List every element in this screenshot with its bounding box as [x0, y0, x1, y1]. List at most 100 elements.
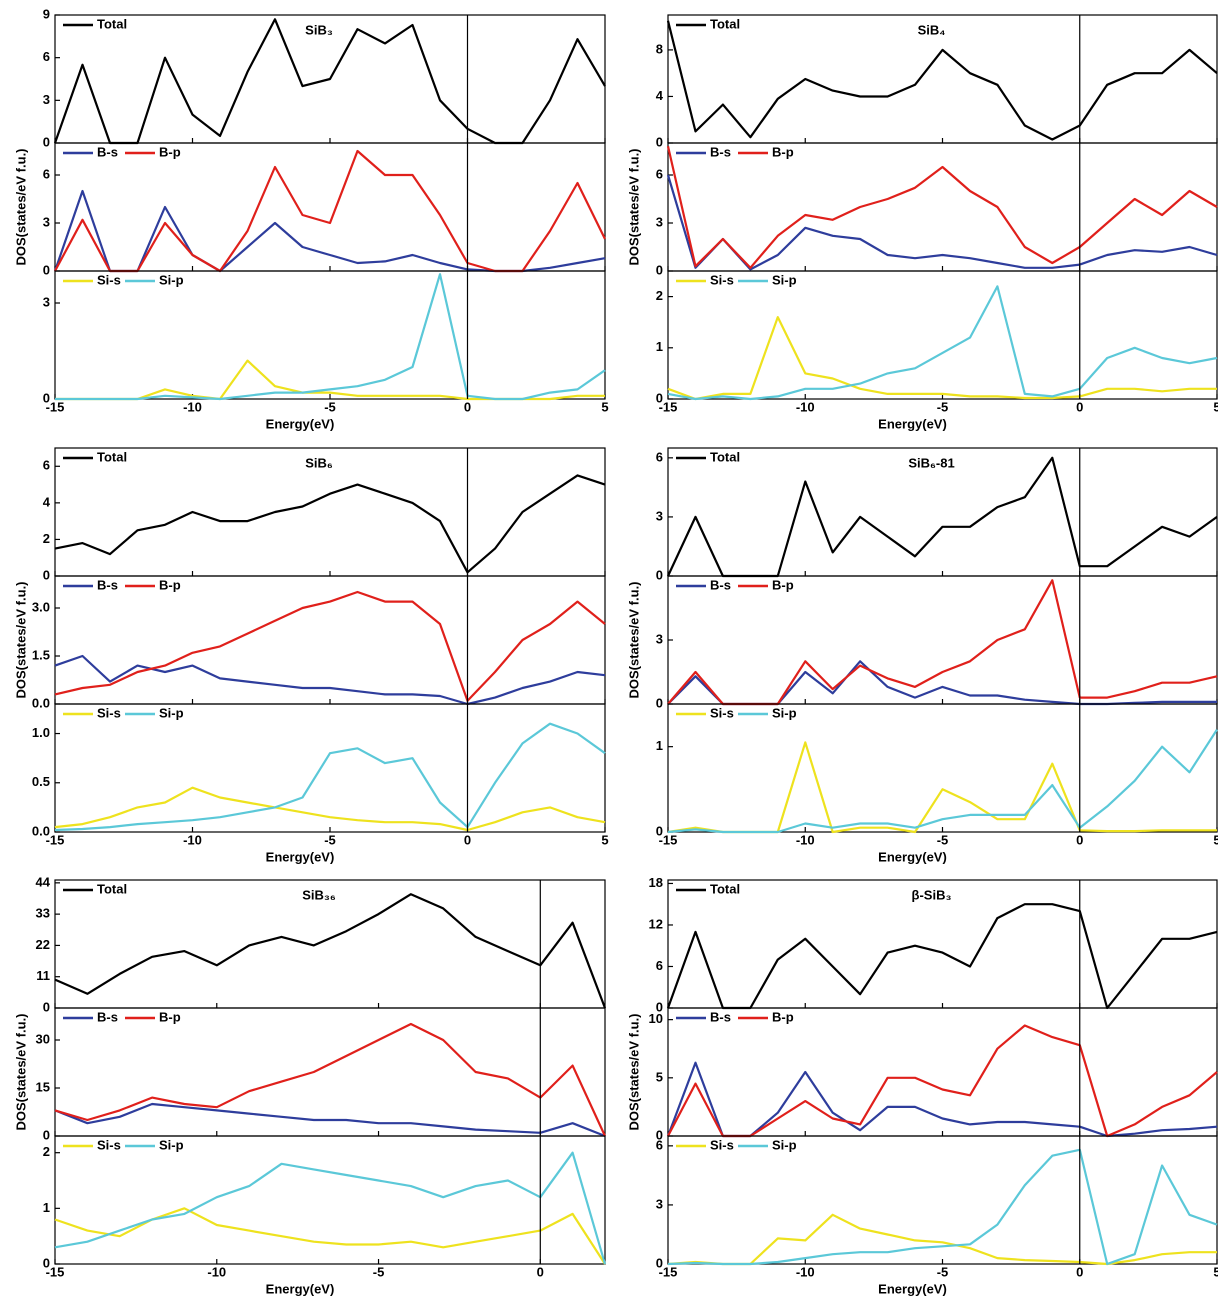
- plot-frame: [54, 142, 606, 272]
- y-tick-label: 9: [43, 6, 50, 21]
- y-axis-label: DOS(states/eV f.u.): [13, 1013, 28, 1130]
- x-tick-label: -10: [796, 832, 815, 847]
- dos-line: [667, 316, 1217, 401]
- y-tick-label: 0: [656, 134, 663, 149]
- x-tick-label: -5: [373, 1264, 385, 1279]
- x-tick-label: 0: [1076, 832, 1083, 847]
- legend-label: Si-s: [97, 1137, 121, 1152]
- y-tick-label: 3: [43, 294, 50, 309]
- legend-label: B-p: [159, 1009, 181, 1024]
- x-tick-label: -10: [207, 1264, 226, 1279]
- x-tick-label: 5: [601, 832, 608, 847]
- x-tick-label: -5: [937, 399, 949, 414]
- legend-label: Total: [710, 449, 740, 464]
- y-tick-label: 2: [656, 288, 663, 303]
- y-tick-label: 44: [36, 874, 51, 889]
- x-tick-label: 0: [464, 832, 471, 847]
- y-tick-label: 3: [656, 631, 663, 646]
- legend-label: Si-p: [159, 272, 184, 287]
- dos-line: [54, 893, 607, 1009]
- dos-line: [54, 1102, 606, 1138]
- chart-title: β-SiB₃: [912, 887, 952, 902]
- legend-label: B-p: [772, 144, 794, 159]
- plot-frame: [667, 1007, 1218, 1137]
- x-tick-label: -5: [324, 399, 336, 414]
- x-axis-label: Energy(eV): [878, 416, 947, 431]
- x-tick-label: 0: [1076, 1264, 1083, 1279]
- legend-label: B-s: [710, 577, 731, 592]
- legend-label: Si-p: [159, 705, 184, 720]
- legend-label: Si-s: [97, 705, 121, 720]
- legend-label: B-p: [159, 144, 181, 159]
- y-tick-label: 1.0: [32, 725, 50, 740]
- y-tick-label: 1: [656, 339, 663, 354]
- y-tick-label: 22: [36, 937, 50, 952]
- plot-frame: [54, 1135, 606, 1265]
- x-tick-label: 5: [1213, 399, 1218, 414]
- y-tick-label: 0: [43, 999, 50, 1014]
- x-tick-label: 0: [464, 399, 471, 414]
- x-axis-label: Energy(eV): [878, 849, 947, 864]
- plot-frame: [667, 703, 1218, 833]
- x-tick-label: -10: [183, 832, 202, 847]
- dos-line: [667, 1024, 1218, 1138]
- dos-line: [54, 654, 606, 706]
- dos-line: [54, 786, 606, 832]
- legend-label: B-s: [710, 1009, 731, 1024]
- dos-line: [666, 174, 1218, 271]
- x-tick-label: -15: [659, 832, 678, 847]
- dos-line: [667, 1213, 1217, 1266]
- legend-label: B-s: [710, 144, 731, 159]
- legend-label: Total: [710, 16, 740, 31]
- legend-label: Si-p: [772, 705, 797, 720]
- y-tick-label: 0: [43, 390, 50, 405]
- legend-label: Si-s: [97, 272, 121, 287]
- legend-label: Total: [97, 881, 127, 896]
- y-tick-label: 0: [656, 1127, 663, 1142]
- y-tick-label: 3: [656, 1196, 663, 1211]
- y-tick-label: 3: [656, 508, 663, 523]
- dos-line: [54, 1207, 606, 1265]
- y-tick-label: 15: [36, 1079, 50, 1094]
- legend-label: B-s: [97, 1009, 118, 1024]
- y-tick-label: 1: [43, 1200, 50, 1215]
- y-tick-label: 2: [43, 1144, 50, 1159]
- dos-line: [667, 285, 1218, 401]
- x-tick-label: -10: [796, 399, 815, 414]
- x-tick-label: 5: [601, 399, 608, 414]
- y-axis-label: DOS(states/eV f.u.): [13, 581, 28, 698]
- chart-title: SiB₆: [305, 455, 333, 470]
- y-axis-label: DOS(states/eV f.u.): [626, 148, 641, 265]
- y-tick-label: 8: [656, 41, 663, 56]
- x-tick-label: -15: [46, 832, 65, 847]
- y-tick-label: 11: [36, 968, 50, 983]
- y-tick-label: 30: [36, 1031, 50, 1046]
- dos-line: [54, 590, 606, 702]
- y-tick-label: 6: [43, 166, 50, 181]
- dos-line: [667, 660, 1217, 706]
- x-tick-label: 5: [1213, 832, 1218, 847]
- plot-frame: [54, 1007, 606, 1137]
- x-tick-label: 5: [1213, 1264, 1218, 1279]
- legend-label: Total: [710, 881, 740, 896]
- y-tick-label: 0: [43, 262, 50, 277]
- y-tick-label: 12: [649, 916, 663, 931]
- legend-label: Si-p: [772, 272, 797, 287]
- dos-line: [667, 456, 1218, 578]
- y-tick-label: 6: [43, 49, 50, 64]
- legend-label: B-s: [97, 577, 118, 592]
- legend-label: Si-s: [710, 272, 734, 287]
- y-tick-label: 4: [43, 494, 51, 509]
- x-axis-label: Energy(eV): [266, 416, 335, 431]
- y-tick-label: 0.0: [32, 823, 50, 838]
- legend-label: B-p: [772, 577, 794, 592]
- y-tick-label: 0: [656, 823, 663, 838]
- dos-line: [54, 722, 606, 832]
- y-tick-label: 0: [43, 134, 50, 149]
- x-tick-label: -15: [659, 399, 678, 414]
- y-axis-label: DOS(states/eV f.u.): [13, 148, 28, 265]
- y-tick-label: 0: [43, 1255, 50, 1270]
- legend-label: Total: [97, 449, 127, 464]
- legend-label: Si-s: [710, 705, 734, 720]
